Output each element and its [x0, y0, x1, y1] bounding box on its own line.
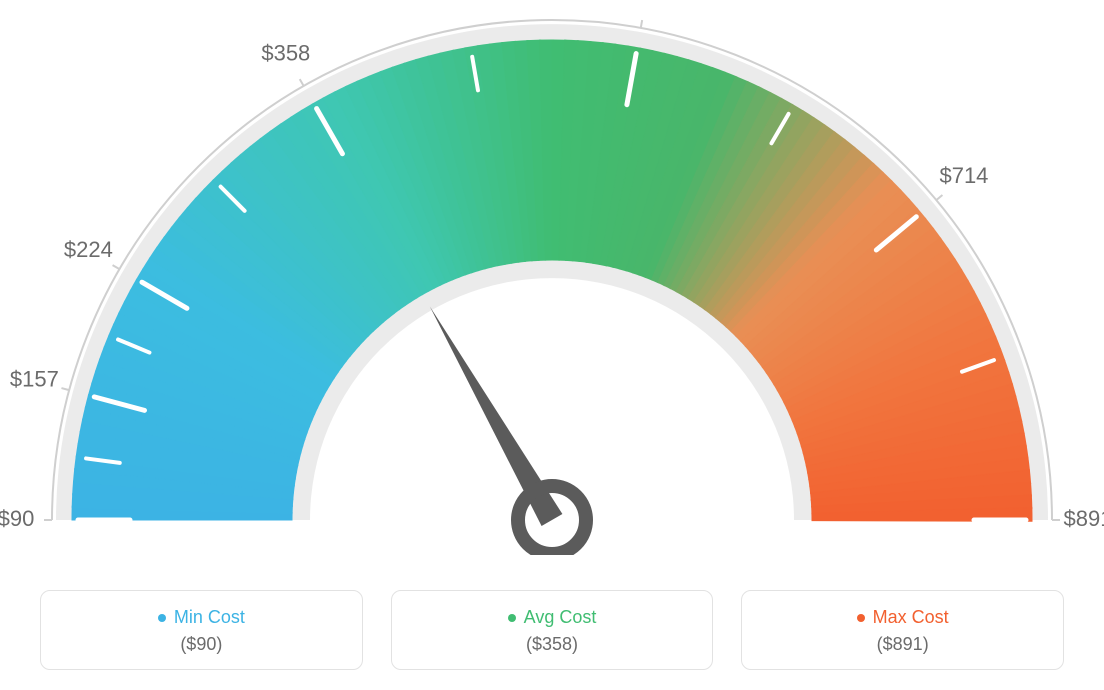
gauge-tick-label: $157	[10, 367, 59, 392]
legend-max: Max Cost ($891)	[741, 590, 1064, 670]
gauge-tick-label: $358	[261, 41, 310, 66]
legend-max-value: ($891)	[750, 634, 1055, 655]
legend-max-label-wrap: Max Cost	[857, 607, 949, 628]
legend-min-dot	[158, 614, 166, 622]
gauge-tick-label: $891	[1064, 506, 1104, 531]
gauge-tick-label: $536	[623, 0, 672, 3]
gauge-svg: $90 $157 $224 $358 $536 $714 $891	[0, 0, 1104, 555]
legend-avg-dot	[508, 614, 516, 622]
legend-avg-label: Avg Cost	[524, 607, 597, 628]
legend-avg-label-wrap: Avg Cost	[508, 607, 597, 628]
gauge-tick-label: $224	[64, 237, 113, 262]
legend-max-dot	[857, 614, 865, 622]
legend-avg: Avg Cost ($358)	[391, 590, 714, 670]
legend-max-label: Max Cost	[873, 607, 949, 628]
gauge-tick-label: $714	[939, 163, 988, 188]
legend-min-value: ($90)	[49, 634, 354, 655]
legend-avg-value: ($358)	[400, 634, 705, 655]
gauge-tick-label: $90	[0, 506, 34, 531]
legend-min: Min Cost ($90)	[40, 590, 363, 670]
legend-min-label: Min Cost	[174, 607, 245, 628]
legend-min-label-wrap: Min Cost	[158, 607, 245, 628]
legend-row: Min Cost ($90) Avg Cost ($358) Max Cost …	[40, 590, 1064, 670]
cost-gauge: $90 $157 $224 $358 $536 $714 $891	[0, 0, 1104, 555]
